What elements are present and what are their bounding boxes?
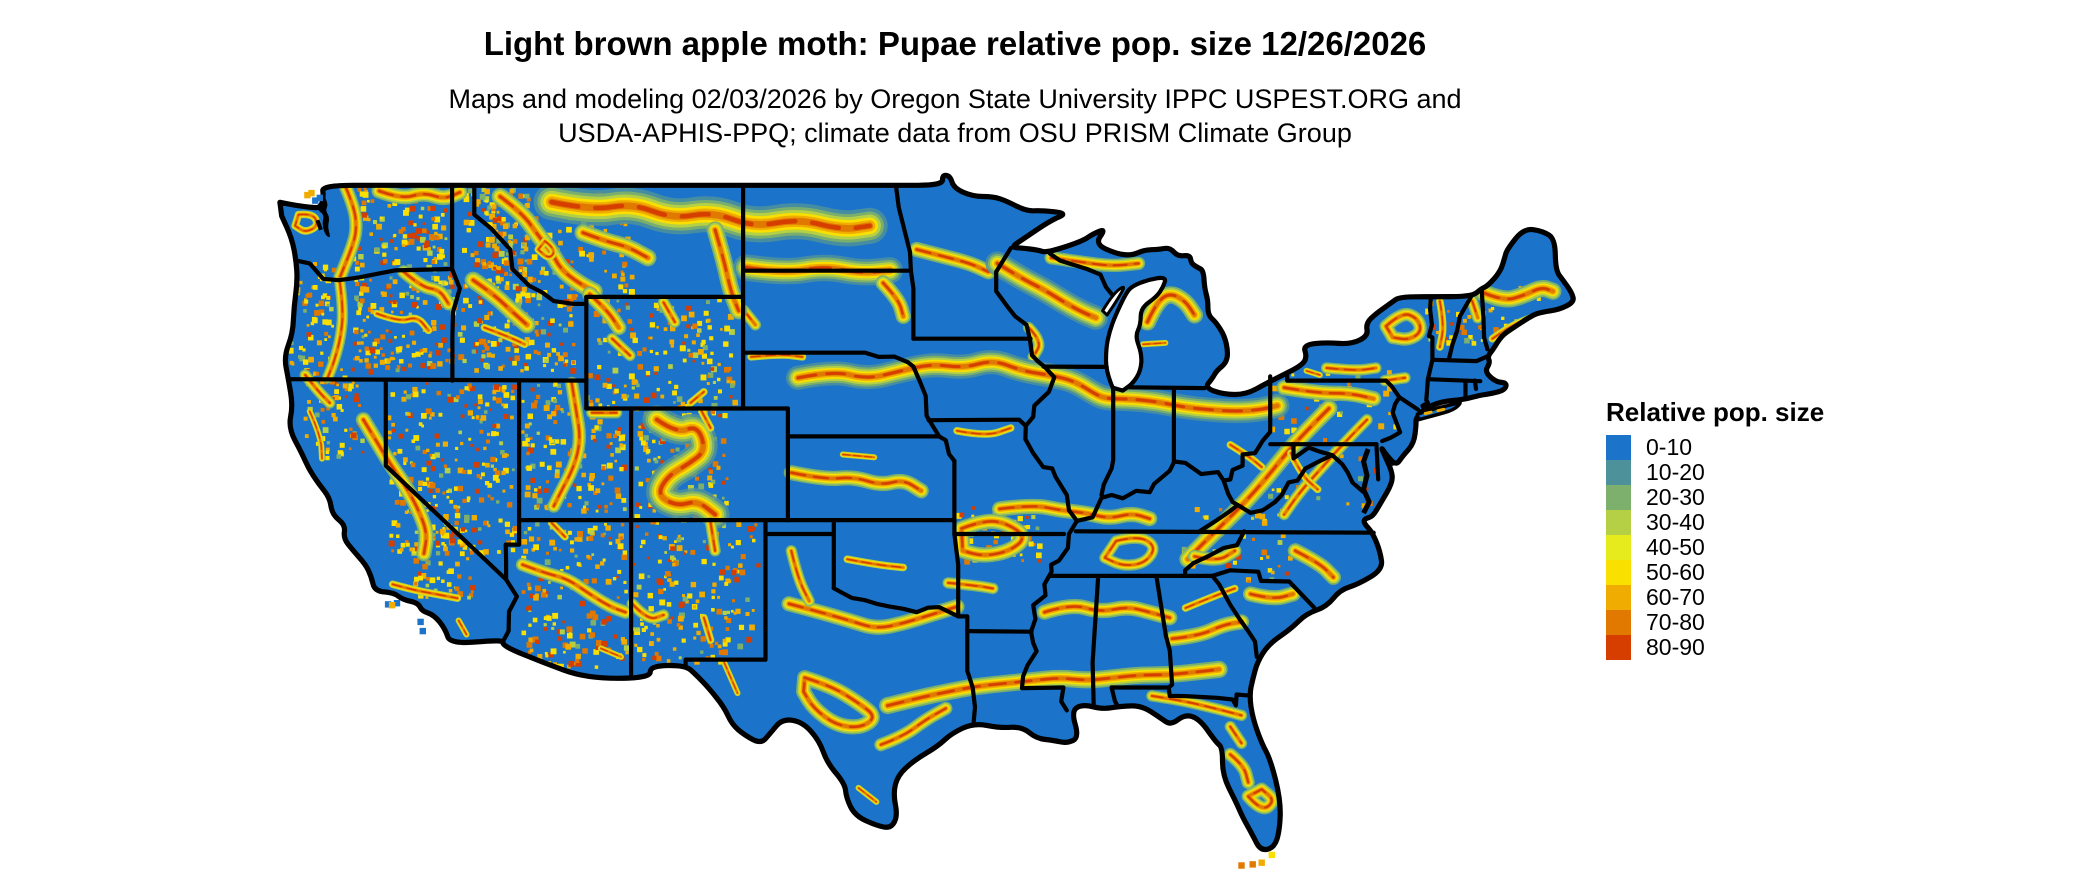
green-bay (1101, 285, 1126, 317)
delaware-bay (1380, 447, 1396, 467)
legend-label: 60-70 (1646, 584, 1705, 610)
legend-label: 20-30 (1646, 484, 1705, 510)
long-island (1415, 400, 1462, 422)
us-map-container (266, 168, 1576, 884)
header: Light brown apple moth: Pupae relative p… (0, 24, 1910, 150)
legend-label: 70-80 (1646, 609, 1705, 635)
legend-item: 10-20 (1606, 459, 1824, 485)
legend-item: 40-50 (1606, 534, 1824, 560)
us-map (277, 172, 1576, 869)
hood-canal (315, 219, 323, 231)
chesapeake-bay (1361, 448, 1372, 515)
map-subtitle-line2: USDA-APHIS-PPQ; climate data from OSU PR… (558, 118, 1352, 148)
legend-swatch (1606, 560, 1631, 585)
legend-swatch (1606, 610, 1631, 635)
legend-label: 10-20 (1646, 459, 1705, 485)
legend-item: 0-10 (1606, 434, 1824, 460)
conus-outline (277, 172, 1576, 853)
legend-item: 60-70 (1606, 584, 1824, 610)
puget-sound (318, 193, 330, 238)
map-title: Light brown apple moth: Pupae relative p… (483, 25, 1427, 62)
legend-label: 80-90 (1646, 634, 1705, 660)
legend-item: 70-80 (1606, 609, 1824, 635)
legend-swatch (1606, 635, 1631, 660)
legend-swatch (1606, 460, 1631, 485)
legend-item: 80-90 (1606, 634, 1824, 660)
islands (304, 189, 1275, 869)
legend-label: 50-60 (1646, 559, 1705, 585)
legend-title: Relative pop. size (1606, 397, 1825, 427)
legend-swatch (1606, 435, 1631, 460)
legend-swatch (1606, 485, 1631, 510)
legend-swatch (1606, 535, 1631, 560)
legend-label: 40-50 (1646, 534, 1705, 560)
legend-item: 20-30 (1606, 484, 1824, 510)
state-borders (286, 183, 1490, 726)
legend-item: 50-60 (1606, 559, 1824, 585)
legend-swatch (1606, 585, 1631, 610)
legend-rows: 0-10 10-20 20-30 30-40 40-50 50-60 60-70 70-80 8… (1606, 434, 1824, 660)
legend-label: 0-10 (1646, 434, 1693, 460)
legend-swatch (1606, 510, 1631, 535)
map-subtitle-line1: Maps and modeling 02/03/2026 by Oregon S… (448, 84, 1462, 114)
map-legend: Relative pop. size 0-10 10-20 20-30 30-40 40… (1606, 396, 1824, 660)
legend-item: 30-40 (1606, 509, 1824, 535)
lake-michigan (1103, 275, 1168, 393)
legend-label: 30-40 (1646, 509, 1705, 535)
